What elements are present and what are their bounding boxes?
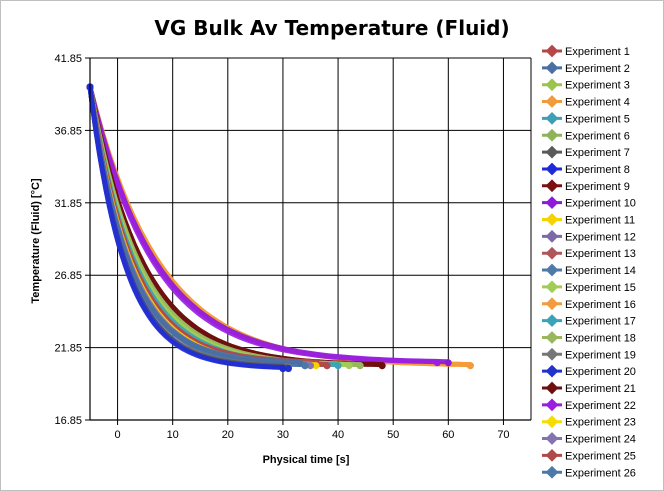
legend-label: Experiment 3 xyxy=(565,80,630,92)
legend-marker xyxy=(545,246,559,260)
legend-marker xyxy=(545,364,559,378)
chart-title: VG Bulk Av Temperature (Fluid) xyxy=(154,16,509,40)
axes: 41.85 36.85 31.85 26.85 21.85 16.85 0 10 20 30 40 5… xyxy=(54,53,531,441)
grid xyxy=(90,57,532,421)
y-tick-label: 41.85 xyxy=(54,53,82,65)
x-tick-label: 30 xyxy=(277,429,289,441)
legend-marker xyxy=(545,297,559,311)
legend-label: Experiment 21 xyxy=(565,383,636,395)
legend-marker xyxy=(545,128,559,142)
legend-label: Experiment 17 xyxy=(565,316,636,328)
series-end-marker-17 xyxy=(334,362,342,370)
legend-label: Experiment 15 xyxy=(565,282,636,294)
series-end-marker-2 xyxy=(295,359,303,367)
legend-label: Experiment 10 xyxy=(565,198,636,210)
legend-marker xyxy=(545,162,559,176)
series-end-marker-22 xyxy=(433,359,441,367)
legend-marker xyxy=(545,179,559,193)
legend-marker xyxy=(545,213,559,226)
y-tick-label: 31.85 xyxy=(54,198,82,210)
legend-marker xyxy=(545,280,559,294)
legend-label: Experiment 14 xyxy=(565,265,636,277)
legend-label: Experiment 19 xyxy=(565,349,636,361)
series-line-18 xyxy=(87,84,363,368)
legend-label: Experiment 6 xyxy=(565,130,630,142)
x-axis-title: Physical time [s] xyxy=(263,454,350,466)
x-tick-label: 50 xyxy=(387,429,399,441)
plot-series xyxy=(86,83,474,373)
series-end-marker-26 xyxy=(301,362,309,370)
legend-label: Experiment 8 xyxy=(565,164,630,176)
legend-label: Experiment 20 xyxy=(565,366,636,378)
series-end-marker-16 xyxy=(466,362,474,370)
legend-label: Experiment 5 xyxy=(565,113,630,125)
series-line-8 xyxy=(87,84,286,370)
legend-marker xyxy=(545,196,559,210)
legend-label: Experiment 24 xyxy=(565,434,636,446)
series-end-marker-20 xyxy=(284,365,292,373)
legend-marker xyxy=(545,381,559,395)
y-tick-label: 26.85 xyxy=(54,270,82,282)
legend-label: Experiment 12 xyxy=(565,231,636,243)
legend: Experiment 1 Experiment 2 Experiment 3 Expe… xyxy=(542,44,636,479)
legend-marker xyxy=(545,263,559,277)
series-end-marker-18 xyxy=(356,362,364,370)
legend-marker xyxy=(545,44,559,58)
series-line-6 xyxy=(87,84,363,368)
legend-marker xyxy=(545,95,559,108)
series-end-marker-8 xyxy=(279,365,287,373)
legend-label: Experiment 4 xyxy=(565,97,630,109)
x-tick-label: 0 xyxy=(115,429,121,441)
legend-label: Experiment 16 xyxy=(565,299,636,311)
legend-label: Experiment 9 xyxy=(565,181,630,193)
x-tick-label: 70 xyxy=(497,429,509,441)
y-tick-label: 16.85 xyxy=(54,415,82,427)
series-line-10 xyxy=(87,84,451,365)
legend-label: Experiment 22 xyxy=(565,400,636,412)
legend-label: Experiment 11 xyxy=(565,215,635,227)
y-tick-label: 36.85 xyxy=(54,125,82,137)
legend-marker xyxy=(545,314,559,327)
legend-marker xyxy=(545,112,559,125)
series-end-marker-15 xyxy=(345,362,353,370)
series-line-16 xyxy=(87,84,473,368)
legend-marker xyxy=(545,432,559,445)
legend-label: Experiment 1 xyxy=(565,46,630,58)
series-end-marker-21 xyxy=(378,362,386,370)
series-end-marker-24 xyxy=(307,362,314,370)
legend-label: Experiment 26 xyxy=(565,467,636,479)
series-end-marker-25 xyxy=(323,362,331,370)
legend-label: Experiment 18 xyxy=(565,332,636,344)
legend-marker xyxy=(545,347,559,361)
x-tick-label: 60 xyxy=(442,429,454,441)
legend-marker xyxy=(545,78,559,92)
legend-marker xyxy=(545,61,559,75)
legend-marker xyxy=(545,331,559,344)
y-tick-label: 21.85 xyxy=(54,343,82,355)
x-tick-label: 20 xyxy=(222,429,234,441)
legend-label: Experiment 25 xyxy=(565,450,636,462)
legend-label: Experiment 23 xyxy=(565,417,636,429)
legend-marker xyxy=(545,415,559,429)
series-line-22 xyxy=(87,84,440,365)
legend-label: Experiment 2 xyxy=(565,63,630,75)
legend-marker xyxy=(545,145,559,159)
legend-marker xyxy=(545,449,559,462)
legend-label: Experiment 13 xyxy=(565,248,636,260)
x-tick-label: 10 xyxy=(167,429,179,441)
series-end-marker-10 xyxy=(444,359,452,367)
y-axis-title: Temperature (Fluid) [°C] xyxy=(30,178,42,304)
legend-marker xyxy=(545,398,559,412)
legend-marker xyxy=(545,229,559,243)
series-end-marker-11 xyxy=(312,362,320,370)
legend-label: Experiment 7 xyxy=(565,147,630,159)
legend-marker xyxy=(545,465,559,479)
series-line-4 xyxy=(87,84,473,368)
x-tick-label: 40 xyxy=(332,429,344,441)
